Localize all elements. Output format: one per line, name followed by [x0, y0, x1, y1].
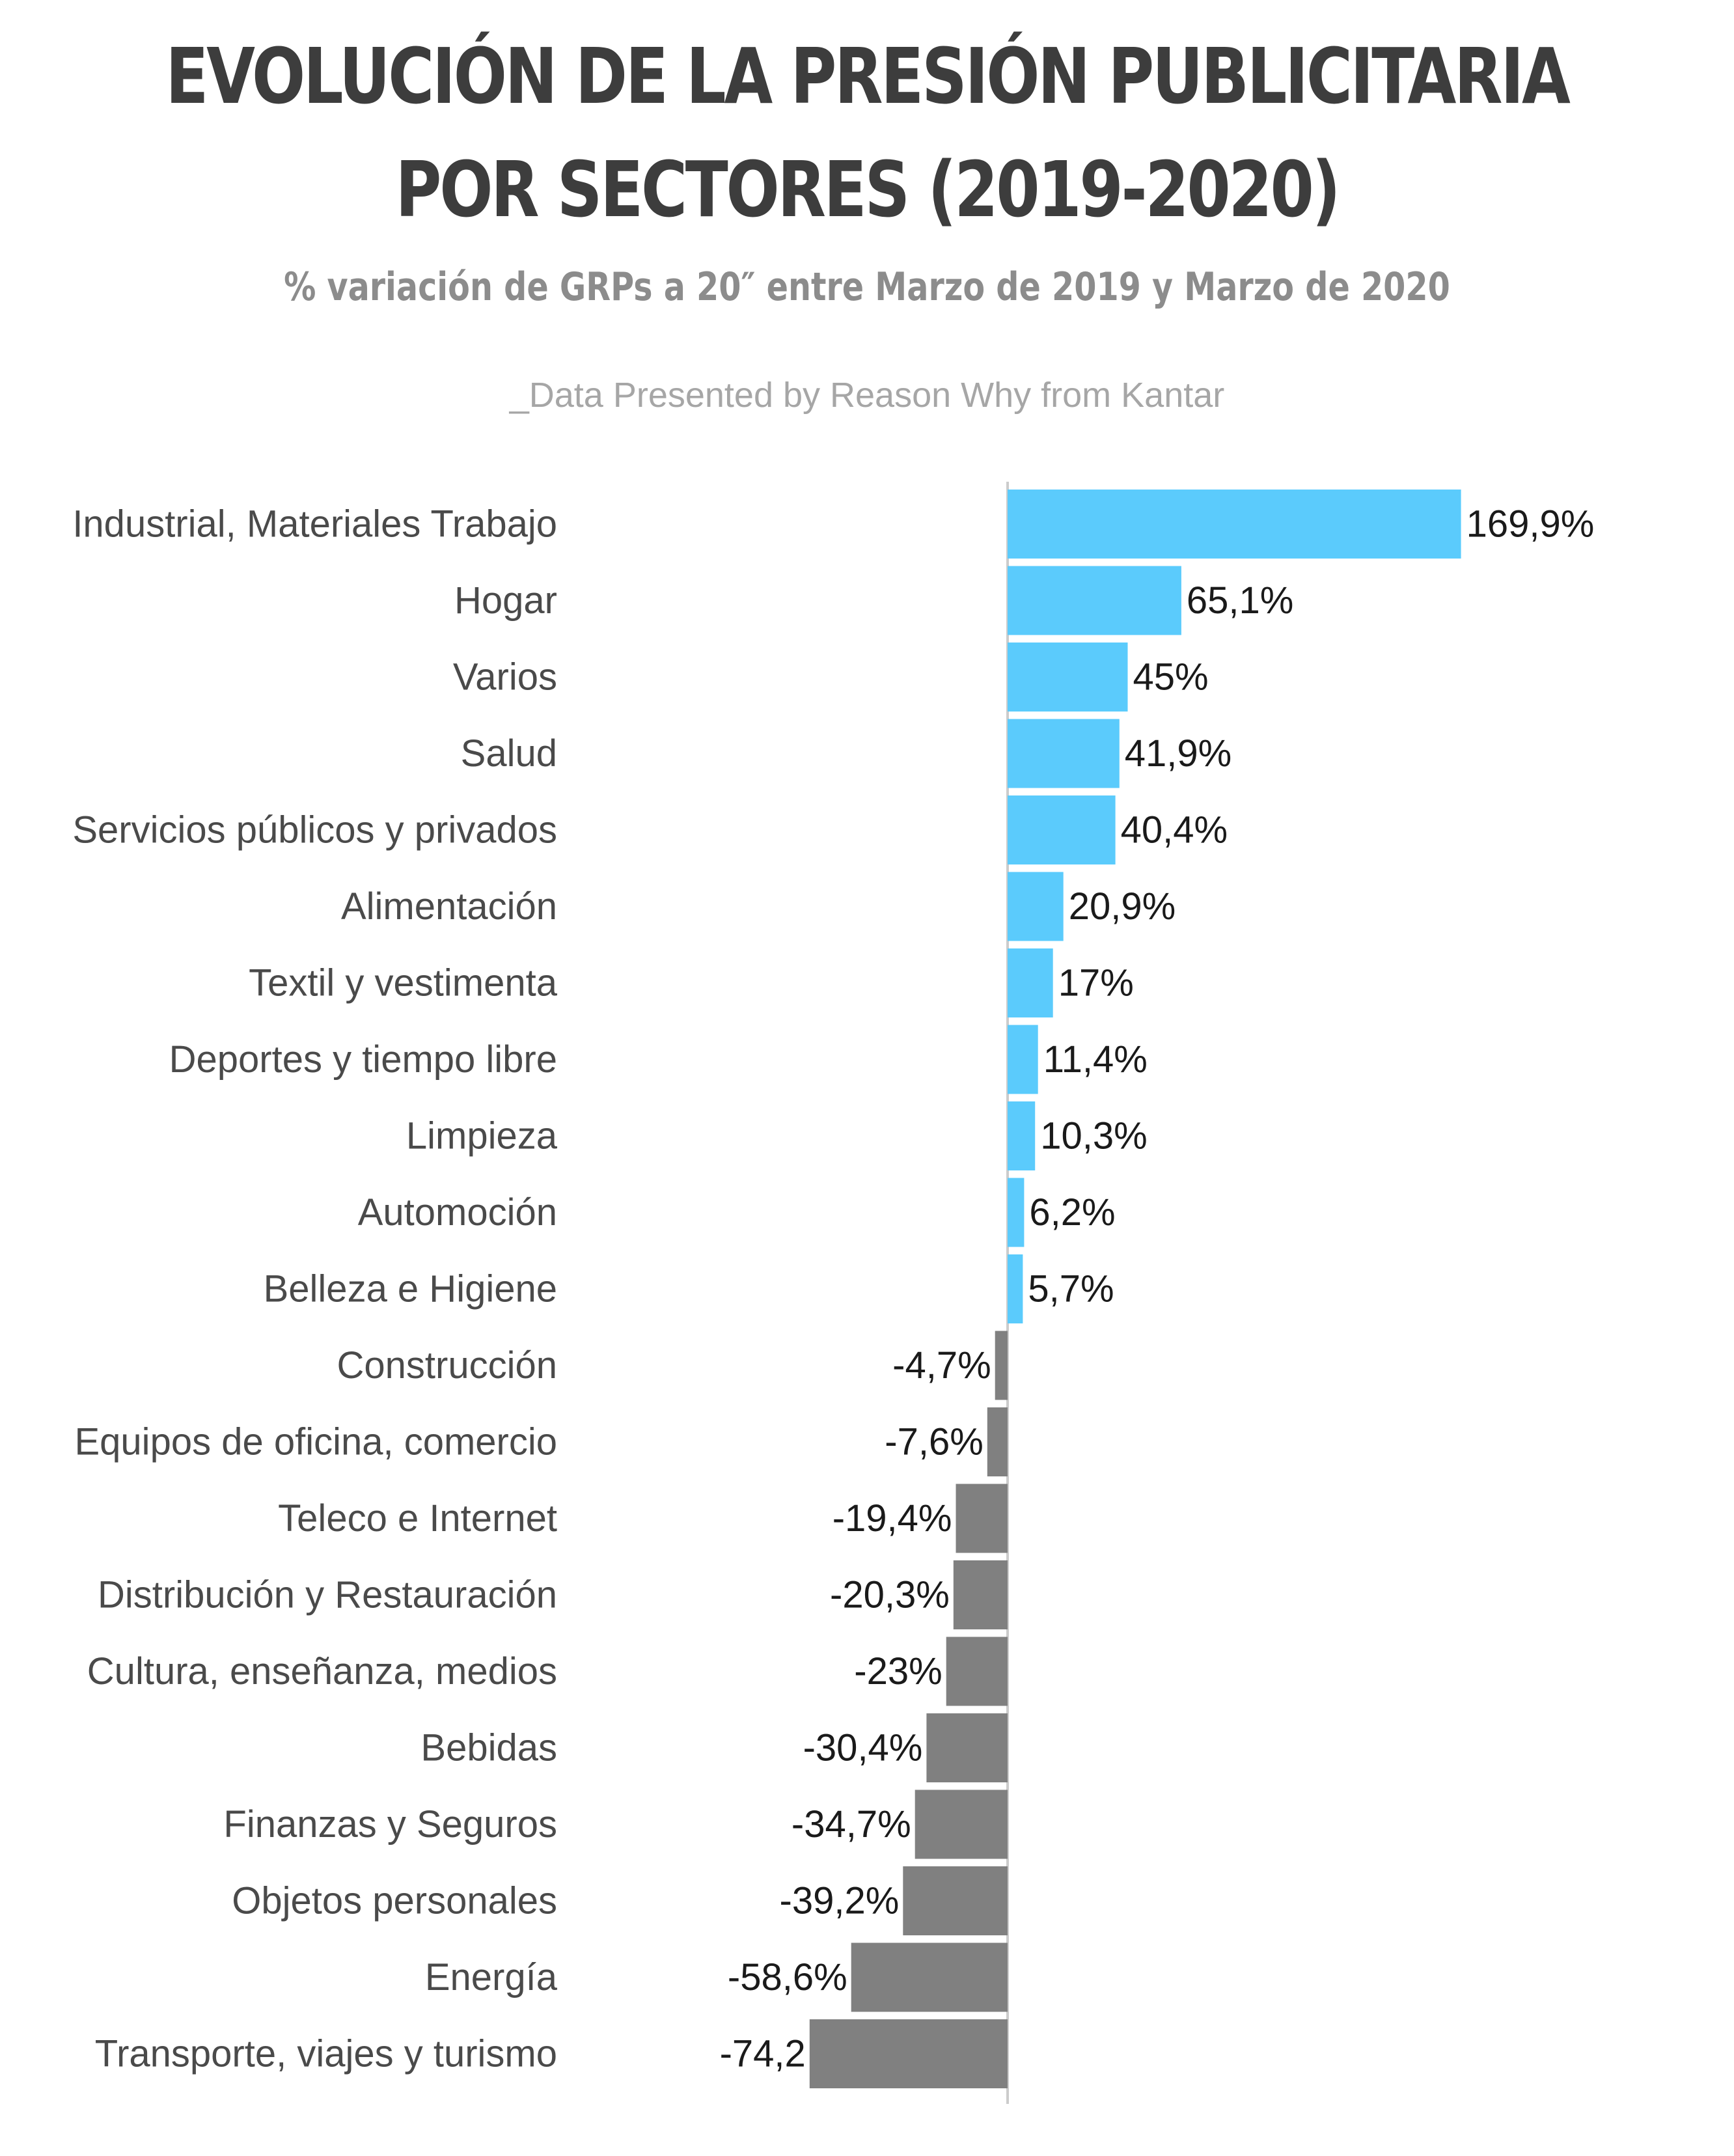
- bar: [1008, 948, 1053, 1017]
- value-label: -20,3%: [830, 1574, 950, 1616]
- value-label: 45%: [1133, 656, 1209, 698]
- value-label: -7,6%: [885, 1421, 984, 1463]
- chart-subtitle: % variación de GRPs a 20″ entre Marzo de…: [284, 264, 1450, 310]
- bar: [1008, 1101, 1036, 1170]
- bar: [1008, 490, 1461, 559]
- bar: [1008, 1178, 1025, 1247]
- bar: [1008, 643, 1128, 712]
- value-label: -58,6%: [728, 1956, 847, 1998]
- bar: [809, 2019, 1008, 2088]
- category-label: Deportes y tiempo libre: [169, 1038, 557, 1081]
- category-label: Automoción: [358, 1191, 557, 1234]
- value-label: -74,2: [720, 2033, 806, 2075]
- value-label: -30,4%: [803, 1727, 923, 1769]
- category-label: Finanzas y Seguros: [223, 1803, 557, 1845]
- bar: [915, 1790, 1008, 1859]
- value-label: 40,4%: [1121, 809, 1228, 851]
- value-label: -23%: [854, 1650, 942, 1693]
- category-label: Industrial, Materiales Trabajo: [72, 503, 557, 546]
- source-credit: _Data Presented by Reason Why from Kanta…: [509, 376, 1225, 415]
- bar: [953, 1560, 1008, 1629]
- category-label: Teleco e Internet: [278, 1497, 557, 1540]
- category-label: Equipos de oficina, comercio: [74, 1421, 557, 1463]
- bar: [1008, 719, 1120, 788]
- category-label: Bebidas: [420, 1727, 557, 1769]
- value-label: 11,4%: [1043, 1038, 1148, 1081]
- category-label: Transporte, viajes y turismo: [95, 2033, 557, 2075]
- category-label: Hogar: [454, 579, 557, 622]
- category-label: Belleza e Higiene: [264, 1268, 557, 1310]
- value-label: 20,9%: [1069, 885, 1176, 928]
- category-label: Cultura, enseñanza, medios: [87, 1650, 557, 1693]
- category-label: Textil y vestimenta: [249, 962, 558, 1004]
- value-label: -34,7%: [791, 1803, 911, 1845]
- value-label: 65,1%: [1187, 579, 1293, 622]
- value-label: 5,7%: [1028, 1268, 1114, 1310]
- value-label: -19,4%: [833, 1497, 952, 1540]
- bar: [956, 1484, 1008, 1553]
- value-label: -4,7%: [892, 1344, 991, 1387]
- labels-group: Industrial, Materiales Trabajo 169,9% Hoga…: [72, 503, 1594, 2075]
- bars-group: [809, 490, 1461, 2088]
- category-label: Distribución y Restauración: [98, 1574, 557, 1616]
- bar: [1008, 566, 1181, 635]
- category-label: Construcción: [337, 1344, 557, 1387]
- bar: [1008, 1025, 1038, 1094]
- bar: [987, 1407, 1008, 1476]
- bar: [946, 1637, 1008, 1706]
- category-label: Alimentación: [341, 885, 557, 928]
- bar: [1008, 1254, 1023, 1323]
- value-label: 6,2%: [1029, 1191, 1115, 1234]
- value-label: -39,2%: [780, 1880, 900, 1922]
- value-label: 41,9%: [1125, 732, 1232, 775]
- category-label: Varios: [453, 656, 557, 698]
- bar: [1008, 872, 1064, 941]
- category-label: Salud: [461, 732, 557, 775]
- value-label: 10,3%: [1040, 1115, 1147, 1157]
- category-label: Servicios públicos y privados: [72, 809, 557, 851]
- bar: [903, 1866, 1008, 1935]
- bar: [995, 1331, 1008, 1400]
- bar: [1008, 795, 1116, 864]
- category-label: Limpieza: [406, 1115, 558, 1157]
- category-label: Energía: [425, 1956, 558, 1998]
- bar: [851, 1942, 1008, 2012]
- chart-title-line-2: POR SECTORES (2019-2020): [395, 145, 1341, 234]
- value-label: 17%: [1058, 962, 1134, 1004]
- chart-title-line-1: EVOLUCIÓN DE LA PRESIÓN PUBLICITARIA: [165, 31, 1571, 121]
- value-label: 169,9%: [1466, 503, 1595, 546]
- bar: [926, 1713, 1008, 1782]
- category-label: Objetos personales: [232, 1880, 557, 1922]
